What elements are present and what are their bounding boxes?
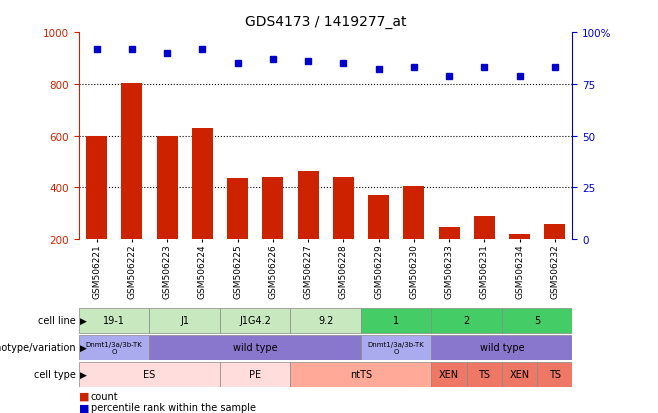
Bar	[290, 308, 361, 333]
Text: ■: ■	[79, 402, 89, 412]
Bar	[403, 187, 424, 291]
Bar	[432, 362, 467, 387]
Bar	[544, 224, 565, 291]
Text: ▶: ▶	[80, 370, 86, 379]
Bar	[432, 308, 502, 333]
Bar	[474, 216, 495, 291]
Text: ■: ■	[79, 391, 89, 401]
Text: 2: 2	[464, 316, 470, 326]
Text: XEN: XEN	[509, 369, 530, 380]
Text: Dnmt1/3a/3b-TK
O: Dnmt1/3a/3b-TK O	[368, 341, 424, 354]
Bar	[502, 362, 537, 387]
Text: Dnmt1/3a/3b-TK
O: Dnmt1/3a/3b-TK O	[86, 341, 143, 354]
Bar	[79, 362, 220, 387]
Text: ▶: ▶	[80, 316, 86, 325]
Text: 9.2: 9.2	[318, 316, 334, 326]
Bar	[361, 308, 432, 333]
Text: wild type: wild type	[233, 342, 278, 353]
Text: XEN: XEN	[439, 369, 459, 380]
Text: cell type: cell type	[34, 369, 76, 380]
Bar	[220, 308, 290, 333]
Bar	[86, 136, 107, 291]
Text: ES: ES	[143, 369, 155, 380]
Text: 19-1: 19-1	[103, 316, 125, 326]
Bar	[79, 335, 149, 360]
Text: TS: TS	[478, 369, 490, 380]
Bar	[502, 308, 572, 333]
Text: percentile rank within the sample: percentile rank within the sample	[91, 402, 256, 412]
Bar	[290, 362, 432, 387]
Text: TS: TS	[549, 369, 561, 380]
Text: genotype/variation: genotype/variation	[0, 342, 76, 353]
Text: J1: J1	[180, 316, 190, 326]
Text: PE: PE	[249, 369, 261, 380]
Bar	[368, 196, 389, 291]
Bar	[467, 362, 502, 387]
Text: J1G4.2: J1G4.2	[240, 316, 271, 326]
Bar	[438, 228, 460, 291]
Bar	[432, 335, 572, 360]
Text: ▶: ▶	[80, 343, 86, 352]
Bar	[149, 335, 361, 360]
Bar	[157, 136, 178, 291]
Bar	[121, 83, 142, 291]
Bar	[227, 179, 248, 291]
Text: count: count	[91, 391, 118, 401]
Bar	[149, 308, 220, 333]
Title: GDS4173 / 1419277_at: GDS4173 / 1419277_at	[245, 15, 407, 29]
Bar	[191, 128, 213, 291]
Text: 1: 1	[393, 316, 399, 326]
Bar	[333, 178, 354, 291]
Bar	[537, 362, 572, 387]
Text: wild type: wild type	[480, 342, 524, 353]
Text: ntTS: ntTS	[350, 369, 372, 380]
Bar	[297, 171, 318, 291]
Bar	[220, 362, 290, 387]
Bar	[263, 178, 284, 291]
Bar	[509, 235, 530, 291]
Bar	[79, 308, 149, 333]
Bar	[361, 335, 432, 360]
Text: cell line: cell line	[38, 316, 76, 326]
Text: 5: 5	[534, 316, 540, 326]
